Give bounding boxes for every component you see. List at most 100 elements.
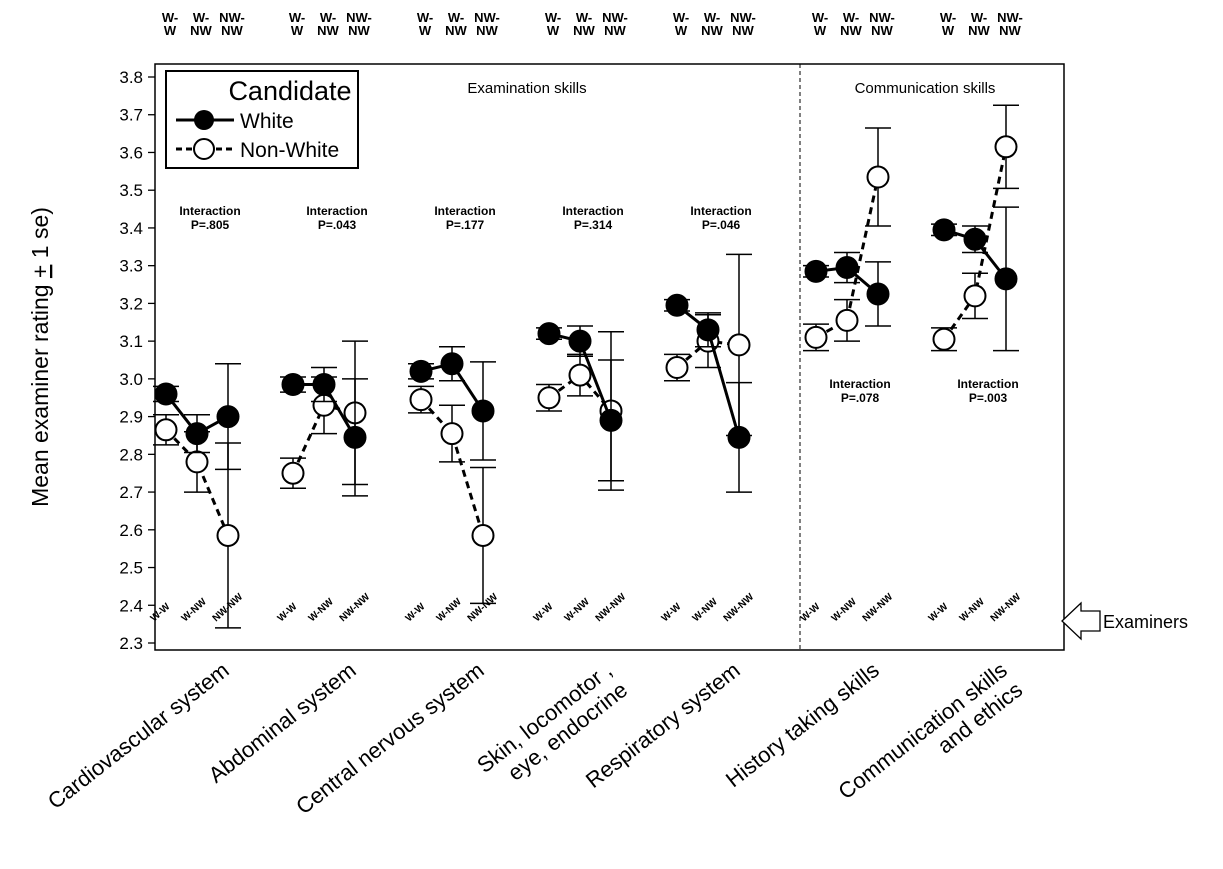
legend-entry-nonwhite: Non-White	[240, 139, 339, 162]
y-tick-label: 3.5	[119, 181, 143, 200]
top-header-label: W-W	[673, 10, 689, 38]
series-line-nonwhite	[164, 428, 230, 537]
examiner-group-label: W-NW	[180, 596, 209, 624]
interaction-label: Interaction	[562, 204, 623, 218]
data-point-nonwhite	[963, 284, 987, 308]
examiner-group-label: W-W	[532, 601, 556, 624]
y-tick-label: 2.4	[119, 596, 143, 615]
data-point-white	[599, 408, 623, 432]
data-point-white	[835, 256, 859, 280]
y-tick-label: 3.0	[119, 370, 143, 389]
interaction-pvalue: P=.314	[574, 218, 613, 232]
y-tick-label: 3.6	[119, 143, 143, 162]
top-header-label: NW-NW	[346, 10, 372, 38]
top-header-label: W-NW	[840, 10, 862, 38]
y-tick-label: 2.6	[119, 521, 143, 540]
examiner-group-label: W-NW	[691, 596, 720, 624]
series-layer	[153, 104, 1019, 629]
data-point-nonwhite	[665, 356, 689, 380]
examiner-group-label: W-W	[276, 601, 300, 624]
y-tick-label: 3.2	[119, 294, 143, 313]
y-tick-label: 3.8	[119, 68, 143, 87]
data-point-nonwhite	[440, 422, 464, 446]
data-point-white	[866, 282, 890, 306]
data-point-nonwhite	[471, 523, 495, 547]
top-header-label: NW-NW	[869, 10, 895, 38]
top-header-label: W-W	[940, 10, 956, 38]
top-header-label: NW-NW	[997, 10, 1023, 38]
interaction-pvalue: P=.043	[318, 218, 357, 232]
interaction-label: Interaction	[306, 204, 367, 218]
examiner-group-label: W-W	[927, 601, 951, 624]
data-point-white	[994, 267, 1018, 291]
examiner-group-label: W-NW	[830, 596, 859, 624]
examiner-group-label: W-NW	[958, 596, 987, 624]
top-header-label: W-NW	[190, 10, 212, 38]
section-label-examination: Examination skills	[467, 80, 586, 97]
data-point-nonwhite	[835, 308, 859, 332]
data-point-white	[665, 293, 689, 317]
y-axis-label-pm: +	[27, 265, 53, 278]
interaction-pvalue: P=.078	[841, 391, 880, 405]
left-arrow-icon	[1061, 601, 1101, 641]
top-header-label: W-W	[289, 10, 305, 38]
data-point-white	[185, 422, 209, 446]
interaction-labels: InteractionP=.805InteractionP=.043Intera…	[179, 204, 1018, 405]
data-point-nonwhite	[866, 165, 890, 189]
y-axis-label-main: Mean examiner rating	[27, 278, 53, 507]
data-point-nonwhite	[216, 523, 240, 547]
top-header-label: NW-NW	[602, 10, 628, 38]
plot-frame	[154, 63, 1065, 651]
y-tick-label: 2.3	[119, 634, 143, 653]
data-point-nonwhite	[727, 333, 751, 357]
series-line-nonwhite	[815, 176, 880, 339]
data-point-nonwhite	[154, 418, 178, 442]
y-tick-label: 3.7	[119, 106, 143, 125]
examiner-group-label: W-W	[660, 601, 684, 624]
data-point-white	[343, 425, 367, 449]
y-tick-label: 3.4	[119, 219, 143, 238]
data-point-white	[727, 425, 751, 449]
y-tick-label: 2.5	[119, 559, 143, 578]
top-header-label: W-NW	[701, 10, 723, 38]
data-point-nonwhite	[281, 461, 305, 485]
interaction-label: Interaction	[690, 204, 751, 218]
interaction-pvalue: P=.046	[702, 218, 741, 232]
y-axis-label: Mean examiner rating + 1 se)	[27, 207, 53, 507]
y-axis-label-tail: 1 se)	[27, 207, 53, 265]
interaction-pvalue: P=.003	[969, 391, 1008, 405]
top-header-label: W-NW	[968, 10, 990, 38]
examiner-group-label: W-W	[149, 601, 173, 624]
data-point-white	[216, 405, 240, 429]
y-tick-label: 3.3	[119, 257, 143, 276]
examiner-bottom-labels: W-W W-NW NW-NW W-W W-NW NW-NW W-W W-NW NW-NW W-W W…	[149, 591, 1024, 624]
top-examiner-headers: W-W W-NW NW-NW W-W W-NW NW-NW W-W W-NW NW-NW W-W W…	[162, 10, 1023, 38]
examiners-label: Examiners	[1103, 612, 1188, 632]
data-point-nonwhite	[537, 386, 561, 410]
interaction-label: Interaction	[829, 377, 890, 391]
data-point-white	[312, 373, 336, 397]
data-point-white	[281, 373, 305, 397]
top-header-label: W-W	[162, 10, 178, 38]
y-tick-label: 2.8	[119, 445, 143, 464]
data-point-white	[963, 227, 987, 251]
top-header-label: NW-NW	[219, 10, 245, 38]
top-header-label: W-NW	[573, 10, 595, 38]
examiner-group-label: W-W	[799, 601, 823, 624]
data-point-nonwhite	[932, 327, 956, 351]
top-header-label: W-W	[417, 10, 433, 38]
y-tick-label: 3.1	[119, 332, 143, 351]
data-point-nonwhite	[185, 450, 209, 474]
data-point-white	[471, 399, 495, 423]
interaction-label: Interaction	[434, 204, 495, 218]
data-point-white	[154, 382, 178, 406]
examiner-group-label: W-NW	[435, 596, 464, 624]
interaction-label: Interaction	[957, 377, 1018, 391]
data-point-white	[568, 329, 592, 353]
data-point-nonwhite	[804, 325, 828, 349]
data-point-white	[409, 359, 433, 383]
examiner-group-label: W-NW	[307, 596, 336, 624]
examiner-group-label: NW-NW	[861, 591, 896, 624]
